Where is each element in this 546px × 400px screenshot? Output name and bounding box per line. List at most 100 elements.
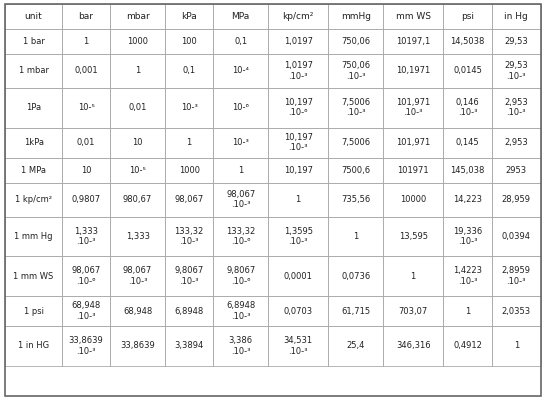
Text: 9,8067
.10-³: 9,8067 .10-³ bbox=[175, 266, 204, 286]
Text: 1 bar: 1 bar bbox=[23, 37, 45, 46]
Text: 0,145: 0,145 bbox=[456, 138, 479, 147]
Text: 19,336
.10-³: 19,336 .10-³ bbox=[453, 227, 482, 246]
Bar bbox=[62, 216, 110, 256]
Text: 29,53
.10-³: 29,53 .10-³ bbox=[505, 61, 528, 81]
Text: 14,5038: 14,5038 bbox=[450, 37, 485, 46]
Text: 2,953
.10-³: 2,953 .10-³ bbox=[505, 98, 528, 117]
Text: 10: 10 bbox=[81, 166, 91, 175]
Bar bbox=[268, 158, 328, 183]
Text: 0,146
.10-³: 0,146 .10-³ bbox=[456, 98, 479, 117]
Text: 0,0145: 0,0145 bbox=[453, 66, 482, 76]
Text: 1: 1 bbox=[514, 342, 519, 350]
Text: 145,038: 145,038 bbox=[450, 166, 485, 175]
Text: 1: 1 bbox=[238, 166, 244, 175]
Text: 1 kp/cm²: 1 kp/cm² bbox=[15, 195, 52, 204]
Text: 133,32
.10-⁶: 133,32 .10-⁶ bbox=[226, 227, 256, 246]
Text: 0,0736: 0,0736 bbox=[341, 272, 370, 281]
Bar bbox=[213, 158, 268, 183]
Bar bbox=[492, 326, 541, 366]
Bar bbox=[62, 183, 110, 216]
Bar bbox=[328, 54, 383, 88]
Bar bbox=[5, 29, 62, 54]
Text: 33,8639: 33,8639 bbox=[120, 342, 155, 350]
Text: 1000: 1000 bbox=[127, 37, 148, 46]
Text: 6,8948: 6,8948 bbox=[175, 306, 204, 316]
Text: 29,53: 29,53 bbox=[505, 37, 528, 46]
Bar bbox=[383, 88, 443, 128]
Bar bbox=[328, 256, 383, 296]
Text: 10,197: 10,197 bbox=[284, 166, 313, 175]
Bar bbox=[110, 158, 165, 183]
Text: bar: bar bbox=[79, 12, 93, 21]
Bar bbox=[110, 296, 165, 326]
Text: 2,0353: 2,0353 bbox=[502, 306, 531, 316]
Text: 101,971: 101,971 bbox=[396, 138, 430, 147]
Bar bbox=[383, 326, 443, 366]
Bar bbox=[268, 326, 328, 366]
Bar bbox=[5, 88, 62, 128]
Text: 980,67: 980,67 bbox=[123, 195, 152, 204]
Text: 10,1971: 10,1971 bbox=[396, 66, 430, 76]
Bar bbox=[492, 296, 541, 326]
Bar bbox=[443, 54, 492, 88]
Bar bbox=[110, 216, 165, 256]
Text: 98,067
.10-³: 98,067 .10-³ bbox=[123, 266, 152, 286]
Bar bbox=[110, 256, 165, 296]
Text: 10-⁶: 10-⁶ bbox=[232, 103, 249, 112]
Text: 346,316: 346,316 bbox=[396, 342, 430, 350]
Bar bbox=[165, 88, 213, 128]
Text: 1 psi: 1 psi bbox=[23, 306, 44, 316]
Bar bbox=[5, 296, 62, 326]
Text: 25,4: 25,4 bbox=[347, 342, 365, 350]
Bar bbox=[268, 216, 328, 256]
Bar bbox=[5, 183, 62, 216]
Text: 750,06: 750,06 bbox=[341, 37, 370, 46]
Bar bbox=[383, 158, 443, 183]
Text: 98,067
.10-⁶: 98,067 .10-⁶ bbox=[72, 266, 100, 286]
Text: 9,8067
.10-⁶: 9,8067 .10-⁶ bbox=[226, 266, 256, 286]
Bar bbox=[383, 256, 443, 296]
Text: 1Pa: 1Pa bbox=[26, 103, 41, 112]
Bar bbox=[5, 54, 62, 88]
Text: 33,8639
.10-³: 33,8639 .10-³ bbox=[69, 336, 103, 356]
Text: 7,5006: 7,5006 bbox=[341, 138, 370, 147]
Bar bbox=[383, 183, 443, 216]
Bar bbox=[443, 29, 492, 54]
Text: 750,06
.10-³: 750,06 .10-³ bbox=[341, 61, 370, 81]
Bar bbox=[268, 88, 328, 128]
Bar bbox=[328, 183, 383, 216]
Text: 6,8948
.10-³: 6,8948 .10-³ bbox=[226, 301, 256, 321]
Bar bbox=[328, 296, 383, 326]
Text: mmHg: mmHg bbox=[341, 12, 371, 21]
Text: 100: 100 bbox=[181, 37, 197, 46]
Bar bbox=[165, 158, 213, 183]
Bar bbox=[383, 54, 443, 88]
Bar bbox=[328, 216, 383, 256]
Text: 0,4912: 0,4912 bbox=[453, 342, 482, 350]
Bar bbox=[213, 296, 268, 326]
Text: 61,715: 61,715 bbox=[341, 306, 370, 316]
Bar bbox=[110, 183, 165, 216]
Text: kp/cm²: kp/cm² bbox=[282, 12, 314, 21]
Text: 10-⁵: 10-⁵ bbox=[78, 103, 94, 112]
Text: 10000: 10000 bbox=[400, 195, 426, 204]
Bar bbox=[328, 158, 383, 183]
Text: 0,9807: 0,9807 bbox=[72, 195, 100, 204]
Text: 2,953: 2,953 bbox=[505, 138, 528, 147]
Bar bbox=[268, 256, 328, 296]
Bar bbox=[62, 29, 110, 54]
Bar bbox=[110, 128, 165, 158]
Text: 133,32
.10-³: 133,32 .10-³ bbox=[175, 227, 204, 246]
Bar bbox=[268, 29, 328, 54]
Bar bbox=[62, 88, 110, 128]
Bar bbox=[5, 326, 62, 366]
Bar bbox=[62, 54, 110, 88]
Bar bbox=[165, 128, 213, 158]
Bar bbox=[443, 256, 492, 296]
Bar bbox=[5, 256, 62, 296]
Text: 7,5006
.10-³: 7,5006 .10-³ bbox=[341, 98, 370, 117]
Bar bbox=[492, 29, 541, 54]
Text: 10-⁴: 10-⁴ bbox=[232, 66, 249, 76]
Bar bbox=[165, 183, 213, 216]
Text: 0,0394: 0,0394 bbox=[502, 232, 531, 241]
